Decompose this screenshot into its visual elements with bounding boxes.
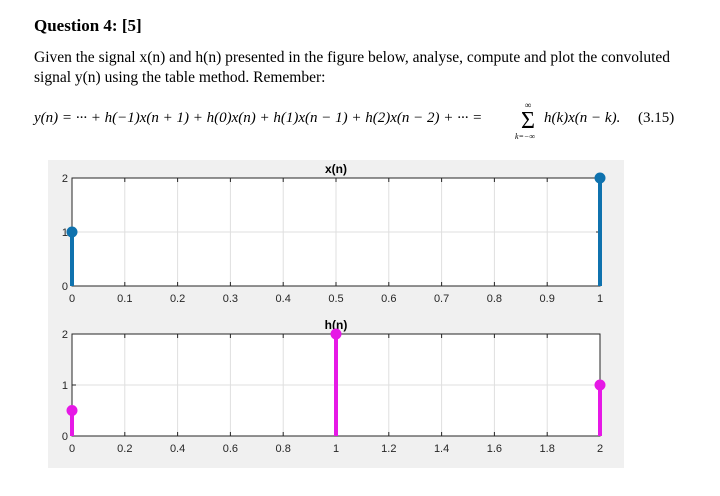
x-tick-label: 0.2 <box>170 293 185 305</box>
x-tick-label: 0.1 <box>117 293 132 305</box>
equation-rhs: h(k)x(n − k). <box>544 110 621 126</box>
x-tick-label: 1 <box>333 443 339 455</box>
x-tick-label: 1.6 <box>487 443 502 455</box>
x-tick-label: 0.3 <box>223 293 238 305</box>
x-tick-label: 2 <box>597 443 603 455</box>
x-tick-label: 0.6 <box>223 443 238 455</box>
stem-marker <box>594 172 606 184</box>
figure-panel: 0 0.1 0.2 0.3 0.4 0.5 0.6 0.7 0.8 0.9 1 0 1 2 x(n) 0 0.2… <box>48 160 624 468</box>
chart-h-n: 0 0.2 0.4 0.6 0.8 1 1.2 1.4 1.6 1.8 2 0 1 2 h(n) <box>62 318 606 455</box>
x-tick-label: 0.8 <box>487 293 502 305</box>
x-tick-label: 0.2 <box>117 443 132 455</box>
sum-upper-limit: ∞ <box>524 100 532 110</box>
x-tick-label: 0.7 <box>434 293 449 305</box>
stem-marker <box>66 405 78 416</box>
x-tick-label: 0.9 <box>540 293 555 305</box>
y-tick-label: 0 <box>62 281 68 293</box>
chart-title: h(n) <box>325 318 348 332</box>
x-tick-label: 0.8 <box>276 443 291 455</box>
stem-marker <box>594 379 606 391</box>
equation-lhs: y(n) = ··· + h(−1)x(n + 1) + h(0)x(n) + … <box>34 110 483 126</box>
x-tick-label: 1.2 <box>381 443 396 455</box>
x-tick-label: 0.5 <box>328 293 343 305</box>
stem-marker <box>330 328 342 340</box>
x-tick-label: 1.8 <box>540 443 555 455</box>
sum-lower-limit: k=−∞ <box>514 132 536 141</box>
x-tick-label: 0 <box>69 443 75 455</box>
y-tick-label: 2 <box>62 173 68 185</box>
y-tick-label: 1 <box>62 380 68 392</box>
chart-x-n: 0 0.1 0.2 0.3 0.4 0.5 0.6 0.7 0.8 0.9 1 0 1 2 x(n) <box>62 162 606 305</box>
chart-title: x(n) <box>325 162 347 176</box>
sigma-symbol: Σ <box>521 108 535 134</box>
y-tick-label: 2 <box>62 329 68 341</box>
y-tick-label: 1 <box>62 227 68 239</box>
x-tick-label: 0.4 <box>276 293 291 305</box>
y-tick-label: 0 <box>62 431 68 443</box>
convolution-equation: y(n) = ··· + h(−1)x(n + 1) + h(0)x(n) + … <box>34 100 694 144</box>
summation: ∞ Σ k=−∞ <box>515 100 538 141</box>
equation-number: (3.15) <box>638 110 675 126</box>
x-tick-label: 1.4 <box>434 443 449 455</box>
stem-marker <box>66 226 78 238</box>
stem-plots: 0 0.1 0.2 0.3 0.4 0.5 0.6 0.7 0.8 0.9 1 0 1 2 x(n) 0 0.2… <box>62 162 606 455</box>
question-title: Question 4: [5] <box>34 16 142 35</box>
x-tick-label: 0.4 <box>170 443 185 455</box>
question-text: Given the signal x(n) and h(n) presented… <box>34 49 671 86</box>
x-tick-label: 1 <box>597 293 603 305</box>
x-tick-label: 0 <box>69 293 75 305</box>
x-tick-label: 0.6 <box>381 293 396 305</box>
